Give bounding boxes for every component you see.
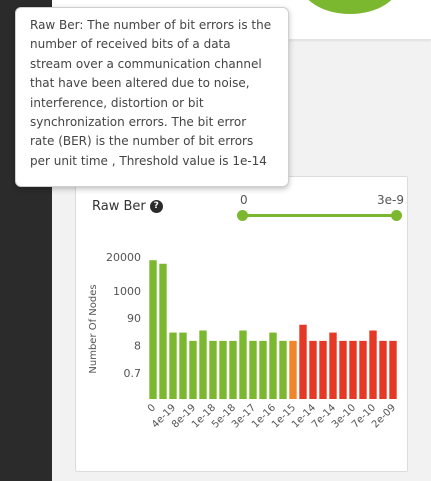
histogram-bar [379,340,387,399]
histogram-bar [209,340,217,399]
histogram-bar [359,340,367,399]
x-tick-label: 0 [146,402,158,414]
slider-max-label: 3e-9 [377,193,404,207]
histogram-bar [219,340,227,399]
y-tick-label: 8 [134,339,141,352]
histogram-bar [179,332,187,399]
question-circle-icon[interactable]: ? [149,200,163,213]
y-tick-label: 90 [127,312,141,325]
raw-ber-card: Raw Ber ? 0 3e-9 Number Of Nodes 20000 100… [75,176,408,472]
y-tick-label: 20000 [106,251,141,264]
histogram-bar [339,340,347,399]
histogram-bar [299,324,307,399]
histogram-bar [239,330,247,399]
histogram-bar [389,340,397,399]
card-title: Raw Ber ? [92,199,163,214]
raw-ber-histogram: Number Of Nodes2000010009080.704e-198e-1… [88,251,398,431]
histogram-bar [169,332,177,399]
slider-min-handle[interactable] [237,210,248,221]
y-axis-title: Number Of Nodes [88,284,99,373]
status-ring-chart [300,0,400,14]
histogram-bar [159,263,167,399]
histogram-bar [289,340,297,399]
y-tick-label: 1000 [113,285,141,298]
y-tick-label: 0.7 [124,367,142,380]
histogram-bar [189,340,197,399]
card-title-label: Raw Ber [92,199,146,214]
slider-track[interactable] [241,214,397,217]
slider-min-label: 0 [240,193,248,207]
histogram-bar [199,330,207,399]
slider-max-handle[interactable] [391,210,402,221]
histogram-bar [309,340,317,399]
raw-ber-tooltip: Raw Ber: The number of bit errors is the… [15,7,289,187]
ber-range-slider[interactable]: 0 3e-9 [237,193,404,223]
histogram-bar [259,340,267,399]
histogram-bar [149,260,157,399]
histogram-bar [329,332,337,399]
histogram-bar [229,340,237,399]
histogram-bar [349,340,357,399]
histogram-bar [319,340,327,399]
histogram-bar [269,332,277,399]
histogram-bar [249,340,257,399]
tooltip-text: Raw Ber: The number of bit errors is the… [30,18,272,168]
histogram-bar [279,340,287,399]
histogram-bar [369,330,377,399]
